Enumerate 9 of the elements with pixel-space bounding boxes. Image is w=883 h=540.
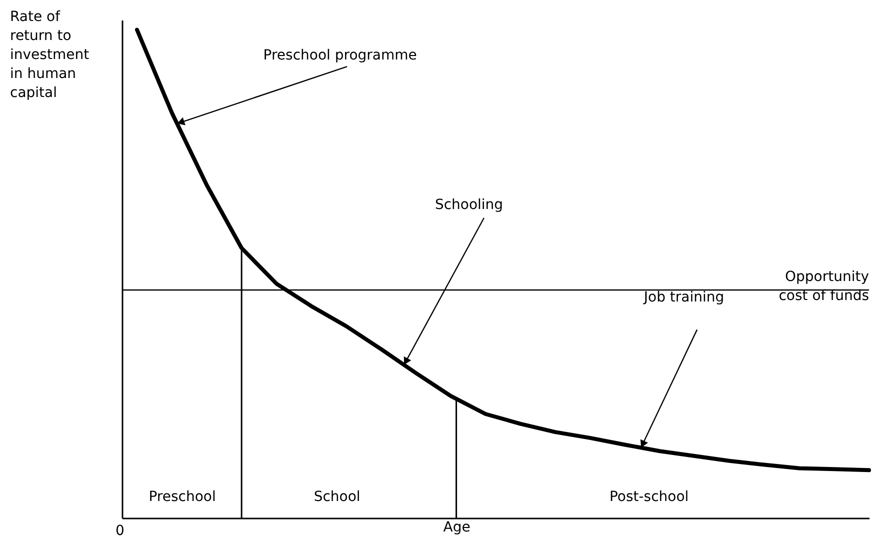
annotation: Job training <box>642 290 724 306</box>
annotation: Schooling <box>434 196 504 213</box>
annotation: School <box>314 489 360 505</box>
annotation: Preschool <box>148 489 216 505</box>
annotation: Post-school <box>609 489 689 505</box>
x-axis-title: Age <box>443 520 470 536</box>
y-axis-title: Rate of return to investment in human capital <box>10 9 90 101</box>
text: 0 <box>116 523 124 539</box>
annotation: Preschool programme <box>263 48 417 64</box>
